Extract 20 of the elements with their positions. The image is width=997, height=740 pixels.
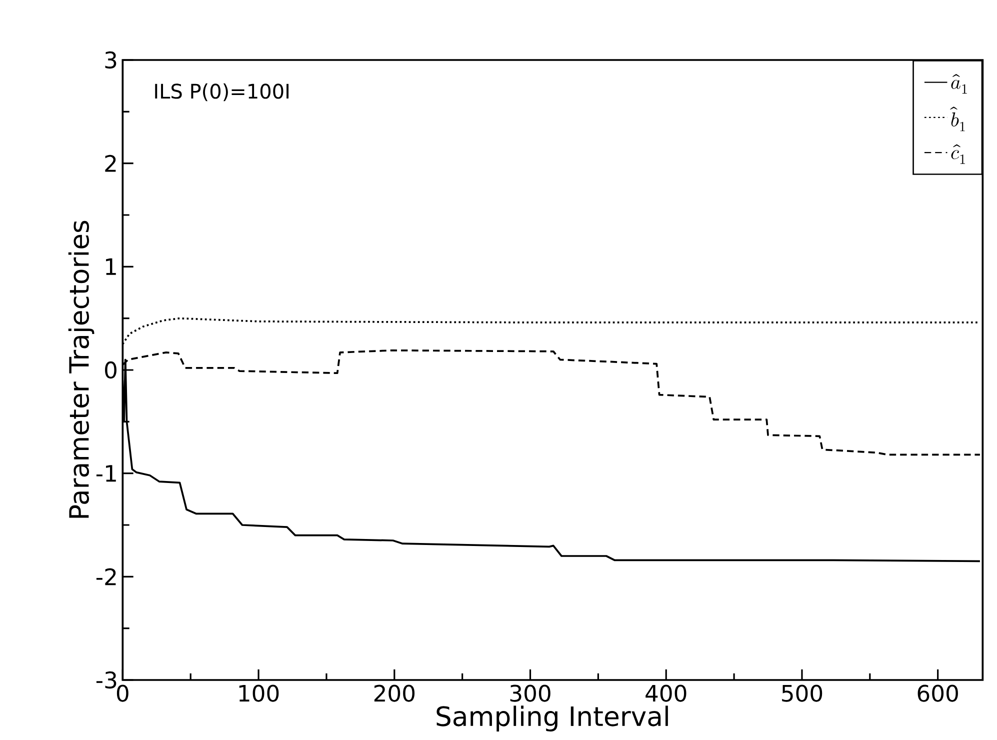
legend-label: $\hat{a}_{1}$ [951, 74, 967, 94]
x-tick-label: 500 [782, 684, 822, 702]
legend-label: $\hat{b}_{1}$ [950, 106, 965, 132]
x-tick-label: 600 [918, 684, 958, 702]
y-tick-label: 3 [105, 51, 116, 69]
y-tick-label: 0 [105, 361, 116, 379]
y-tick-label: -1 [96, 465, 116, 482]
x-tick-label: 100 [239, 684, 279, 702]
annotation: ILS P(0)=100I [155, 83, 288, 102]
y-tick-label: -2 [96, 568, 116, 586]
y-tick-label: 2 [105, 154, 116, 172]
legend-label: $\hat{c}_{1}$ [951, 144, 965, 164]
x-tick-label: 0 [116, 684, 128, 702]
x-tick-label: 300 [510, 684, 550, 702]
x-tick-label: 400 [646, 684, 686, 702]
y-tick-label: -3 [96, 671, 116, 689]
x-axis-title: Sampling Interval [436, 706, 668, 732]
y-axis-title: Parameter Trajectories [68, 220, 94, 518]
y-tick-label: 1 [106, 258, 116, 275]
x-tick-label: 200 [374, 684, 415, 702]
